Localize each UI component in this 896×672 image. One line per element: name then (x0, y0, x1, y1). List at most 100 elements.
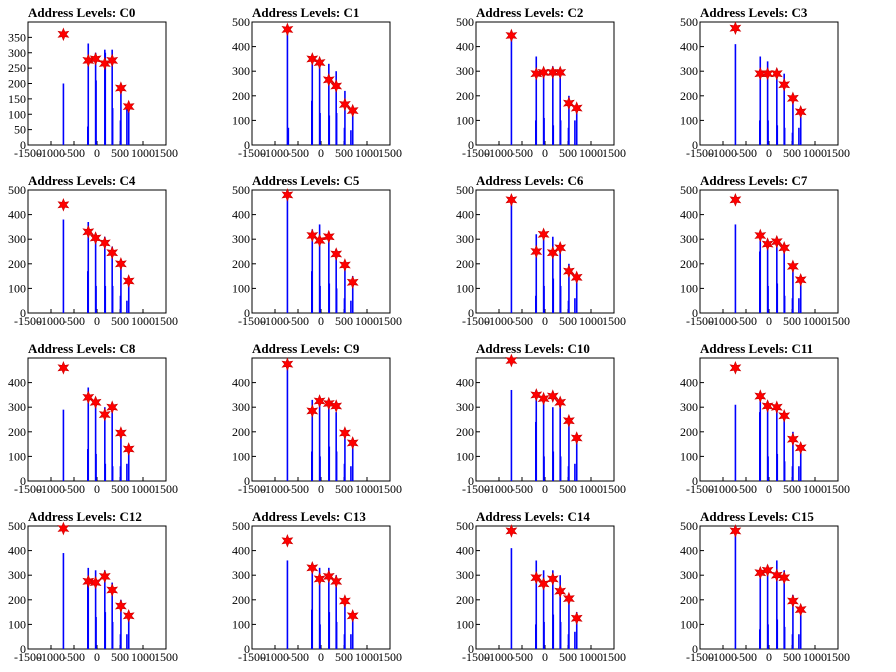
peak-marker (106, 53, 119, 68)
chart-title: Address Levels: C6 (476, 173, 584, 188)
y-tick-label: 500 (456, 15, 474, 29)
y-tick-label: 0 (244, 306, 250, 320)
y-tick-label: 100 (456, 113, 474, 127)
y-tick-label: 500 (232, 519, 250, 533)
y-tick-label: 300 (232, 232, 250, 246)
chart-panel: Address Levels: C9 0 100 200 300 400 -1500 -100… (224, 336, 448, 504)
y-tick-label: 0 (468, 306, 474, 320)
y-tick-label: 0 (244, 474, 250, 488)
x-tick-label: -1500 (462, 650, 490, 664)
x-tick-label: 1000 (579, 650, 603, 664)
peak-marker (306, 404, 319, 418)
x-tick-label: 1500 (378, 650, 402, 664)
y-tick-label: 400 (456, 544, 474, 558)
peak-marker (281, 533, 294, 548)
peak-marker (82, 224, 95, 239)
peak-marker (346, 275, 359, 290)
peak-marker (313, 55, 326, 70)
chart-panel: Address Levels: C2 0 100 200 300 400 500 -1500-… (448, 0, 672, 168)
x-tick-label: -500 (63, 482, 85, 496)
peak-marker (778, 570, 791, 585)
x-tick-label: 0 (542, 146, 548, 160)
y-tick-label: 0 (468, 474, 474, 488)
plot-frame (699, 525, 839, 650)
y-tick-label: 50 (14, 123, 26, 137)
y-tick-label: 100 (680, 617, 698, 631)
x-tick-label: 1000 (355, 482, 379, 496)
x-tick-label: 0 (318, 314, 324, 328)
peak-marker (122, 274, 135, 288)
y-tick-label: 400 (8, 544, 26, 558)
peak-marker (729, 21, 742, 36)
y-tick-label: 200 (456, 89, 474, 103)
peak-marker (330, 247, 343, 261)
x-tick-label: -500 (511, 650, 533, 664)
plot-frame (27, 357, 167, 482)
peak-marker (770, 568, 783, 583)
x-tick-label: -1000 (485, 482, 513, 496)
x-tick-label: 500 (559, 482, 577, 496)
peak-marker (98, 236, 111, 250)
x-tick-label: 0 (94, 314, 100, 328)
x-tick-label: -1500 (462, 146, 490, 160)
peak-marker (546, 389, 559, 403)
y-tick-label: 400 (456, 40, 474, 54)
y-tick-label: 300 (8, 232, 26, 246)
peak-marker (330, 79, 343, 93)
x-tick-label: -1500 (686, 482, 714, 496)
peak-marker (338, 426, 351, 440)
x-tick-label: -1500 (238, 482, 266, 496)
x-tick-label: 1000 (131, 482, 155, 496)
y-tick-label: 400 (456, 376, 474, 390)
y-tick-label: 0 (468, 138, 474, 152)
x-tick-label: 1000 (131, 146, 155, 160)
x-tick-label: -1000 (485, 314, 513, 328)
x-tick-label: 0 (542, 482, 548, 496)
y-tick-label: 100 (232, 113, 250, 127)
peak-marker (338, 258, 351, 272)
y-tick-label: 100 (456, 449, 474, 463)
chart-title: Address Levels: C3 (700, 5, 808, 20)
x-tick-label: -500 (287, 146, 309, 160)
x-tick-label: -1000 (37, 482, 65, 496)
x-tick-label: 0 (766, 146, 772, 160)
x-tick-label: 1000 (579, 314, 603, 328)
y-tick-label: 300 (456, 64, 474, 78)
peak-marker (786, 259, 799, 274)
peak-marker (570, 270, 583, 285)
y-tick-label: 500 (680, 519, 698, 533)
chart-title: Address Levels: C15 (700, 509, 814, 524)
x-tick-label: -500 (511, 146, 533, 160)
x-tick-label: 1000 (803, 146, 827, 160)
x-tick-label: 1000 (803, 482, 827, 496)
x-tick-label: 0 (542, 314, 548, 328)
y-tick-label: 200 (8, 593, 26, 607)
peak-marker (794, 602, 807, 617)
y-tick-label: 100 (8, 617, 26, 631)
peak-marker (330, 574, 343, 589)
y-tick-label: 0 (20, 306, 26, 320)
x-tick-label: -500 (63, 146, 85, 160)
peak-marker (313, 233, 326, 248)
y-tick-label: 250 (8, 61, 26, 75)
peak-marker (89, 395, 102, 410)
peak-marker (57, 360, 70, 375)
peak-marker (554, 240, 567, 255)
peak-marker (570, 101, 583, 115)
peak-marker (346, 436, 359, 450)
x-tick-label: 1500 (378, 146, 402, 160)
y-tick-label: 200 (232, 257, 250, 271)
x-tick-label: 1500 (378, 482, 402, 496)
y-tick-label: 0 (20, 138, 26, 152)
y-tick-label: 0 (692, 138, 698, 152)
chart-title: Address Levels: C5 (252, 173, 360, 188)
y-tick-label: 400 (680, 376, 698, 390)
x-tick-label: 500 (335, 314, 353, 328)
y-tick-label: 100 (8, 281, 26, 295)
x-tick-label: -1500 (14, 146, 42, 160)
peak-marker (546, 245, 559, 260)
peak-marker (281, 188, 294, 202)
chart-title: Address Levels: C11 (700, 341, 814, 356)
